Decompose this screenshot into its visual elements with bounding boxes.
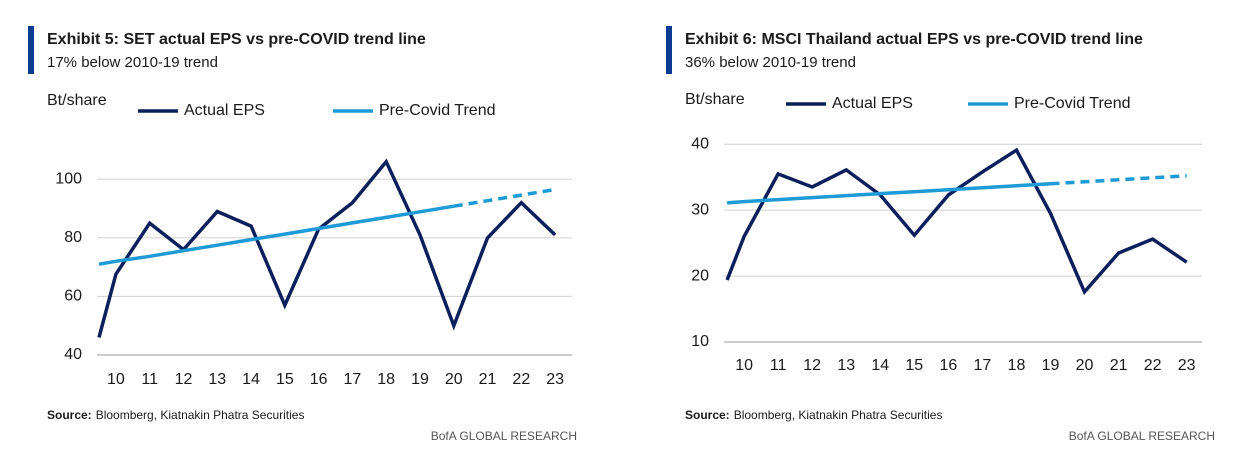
x-tick-label: 16 [310,371,328,388]
x-tick-label: 21 [1110,357,1128,374]
accent-bar [28,26,34,74]
accent-bar [666,26,672,74]
x-tick-label: 13 [837,357,855,374]
y-tick-label: 80 [64,229,82,246]
legend-label: Pre-Covid Trend [379,102,496,119]
legend-label: Pre-Covid Trend [1014,95,1131,112]
footer: BofA GLOBAL RESEARCH [431,429,577,443]
y-tick-label: 30 [691,201,709,218]
x-tick-label: 11 [770,357,787,374]
chart-subtitle: 36% below 2010-19 trend [685,54,856,71]
chart-title: Exhibit 6: MSCI Thailand actual EPS vs p… [685,31,1143,48]
x-tick-label: 22 [1144,357,1162,374]
y-tick-label: 40 [691,135,709,152]
x-tick-label: 20 [1076,357,1094,374]
x-tick-label: 19 [1042,357,1060,374]
x-tick-label: 13 [208,371,226,388]
y-axis-label: Bt/share [47,92,107,109]
series-line [725,147,1188,296]
chart-title: Exhibit 5: SET actual EPS vs pre-COVID t… [47,31,426,48]
series-line [1050,174,1187,186]
x-tick-label: 20 [445,371,463,388]
x-tick-label: 14 [242,371,260,388]
x-tick-label: 16 [939,357,957,374]
x-tick-label: 17 [974,357,992,374]
x-tick-label: 23 [1178,357,1196,374]
source: Source: Bloomberg, Kiatnakin Phatra Secur… [685,408,942,422]
legend-label: Actual EPS [184,102,265,119]
x-tick-label: 12 [803,357,821,374]
y-tick-label: 40 [64,346,82,363]
x-tick-label: 19 [411,371,429,388]
legend-label: Actual EPS [832,95,913,112]
series-line [726,182,1051,205]
source: Source: Bloomberg, Kiatnakin Phatra Secur… [47,408,304,422]
x-tick-label: 14 [871,357,889,374]
x-tick-label: 11 [141,371,158,388]
y-tick-label: 20 [691,267,709,284]
x-tick-label: 21 [479,371,497,388]
footer: BofA GLOBAL RESEARCH [1069,429,1215,443]
y-tick-label: 100 [55,171,82,188]
y-axis-label: Bt/share [685,91,745,108]
x-tick-label: 10 [735,357,753,374]
x-tick-label: 23 [546,371,564,388]
source-label: Source: [685,408,730,422]
x-tick-label: 10 [107,371,125,388]
series-line [98,204,455,266]
source-text: Bloomberg, Kiatnakin Phatra Securities [734,408,943,422]
x-tick-label: 12 [175,371,193,388]
series-line [453,187,556,208]
source-text: Bloomberg, Kiatnakin Phatra Securities [96,408,305,422]
chart-subtitle: 17% below 2010-19 trend [47,54,218,71]
source-label: Source: [47,408,92,422]
series-line [97,158,557,338]
x-tick-label: 15 [276,371,294,388]
y-tick-label: 10 [691,333,709,350]
x-tick-label: 18 [377,371,395,388]
x-tick-label: 18 [1008,357,1026,374]
y-tick-label: 60 [64,288,82,305]
x-tick-label: 17 [344,371,362,388]
x-tick-label: 22 [512,371,530,388]
x-tick-label: 15 [905,357,923,374]
